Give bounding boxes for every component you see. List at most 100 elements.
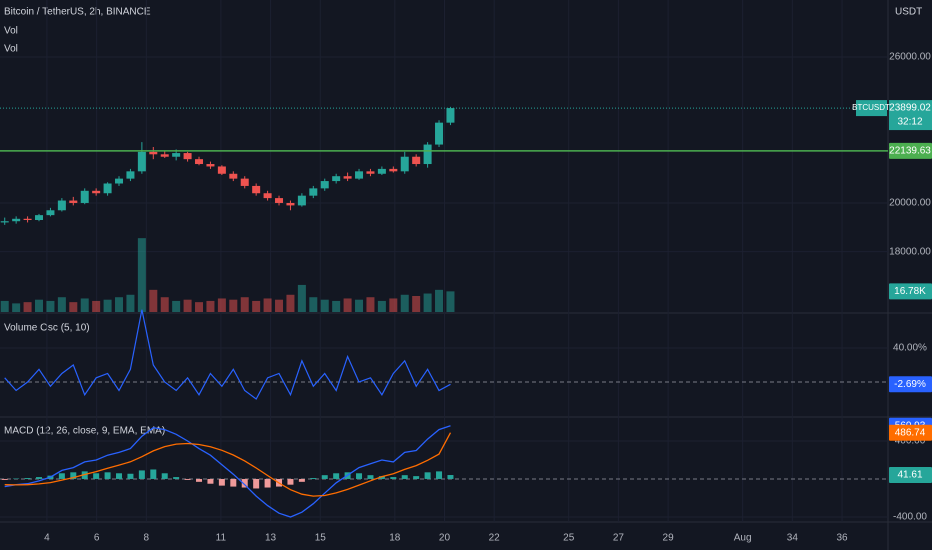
volume-bar	[35, 299, 44, 312]
histogram-bar	[173, 477, 180, 479]
candle-body	[240, 178, 249, 186]
pane-title: MACD (12, 26, close, 9, EMA, EMA)	[4, 426, 165, 437]
volume-bar	[355, 299, 364, 312]
countdown: 32:12	[897, 117, 922, 128]
candle-body	[23, 218, 32, 221]
histogram-bar	[310, 478, 317, 479]
candle-body	[92, 190, 101, 194]
volume-bar	[286, 294, 295, 312]
histogram-bar	[298, 478, 305, 482]
candle-body	[343, 176, 352, 179]
candle-body	[377, 168, 386, 174]
volume-bar	[275, 299, 284, 312]
x-tick-label: 34	[787, 533, 799, 544]
candle-body	[172, 153, 181, 157]
volume-bar	[400, 294, 409, 312]
histogram-bar	[36, 477, 43, 479]
volume-bar	[435, 289, 444, 312]
price-label: 22139.63	[889, 146, 931, 157]
volume-bar	[137, 238, 146, 312]
volume-bar	[332, 300, 341, 312]
volume-bar	[92, 300, 101, 312]
histogram-bar	[264, 478, 271, 488]
x-tick-label: 36	[836, 533, 848, 544]
price-label: 41.61	[897, 470, 922, 481]
histogram-bar	[196, 478, 203, 482]
histogram-bar	[321, 475, 328, 479]
volume-bar	[23, 302, 32, 312]
price-label-box	[889, 424, 932, 441]
volume-bar	[12, 303, 21, 312]
histogram-bar	[367, 475, 374, 479]
x-tick-label: 13	[265, 533, 277, 544]
candle-body	[309, 188, 318, 196]
candle-body	[217, 166, 226, 174]
candle-body	[412, 156, 421, 165]
candle-body	[366, 171, 375, 174]
histogram-bar	[413, 476, 420, 479]
candle-body	[103, 183, 112, 194]
histogram-bar	[161, 473, 168, 479]
y-tick-label: 20000.00	[889, 198, 931, 209]
volume-bar	[377, 300, 386, 312]
histogram-bar	[1, 478, 8, 480]
ticker-box	[856, 100, 887, 117]
x-tick-label: 11	[216, 533, 227, 544]
price-label: -2.69%	[894, 379, 926, 390]
x-tick-label: 29	[663, 533, 675, 544]
candle-body	[0, 221, 9, 223]
candle-body	[115, 178, 124, 184]
x-tick-label: 15	[315, 533, 327, 544]
histogram-bar	[184, 478, 191, 480]
volume-bar	[252, 300, 261, 312]
x-tick-label: 25	[563, 533, 575, 544]
histogram-bar	[230, 478, 237, 487]
x-tick-label: 22	[489, 533, 501, 544]
histogram-bar	[447, 475, 454, 479]
volume-bar	[80, 298, 89, 312]
candle-body	[263, 193, 272, 199]
candle-body	[252, 185, 261, 194]
volume-bar	[309, 297, 318, 312]
x-tick-label: 27	[613, 533, 625, 544]
volume-bar	[69, 302, 78, 312]
volume-bar	[46, 300, 55, 312]
histogram-bar	[24, 478, 31, 479]
x-tick-label: 18	[389, 533, 401, 544]
x-tick-label: 20	[439, 533, 451, 544]
histogram-bar	[287, 478, 294, 485]
candle-body	[160, 154, 169, 157]
histogram-bar	[81, 471, 88, 479]
histogram-bar	[241, 478, 248, 488]
histogram-bar	[93, 473, 100, 479]
symbol-title: Bitcoin / TetherUS, 2h, BINANCE	[4, 7, 151, 18]
y-tick-label: 40.00%	[893, 343, 927, 354]
candle-body	[126, 171, 135, 179]
x-tick-label: 6	[94, 533, 100, 544]
histogram-bar	[253, 478, 260, 489]
volume-bar	[446, 291, 455, 312]
x-tick-label: 4	[44, 533, 50, 544]
histogram-bar	[378, 476, 385, 479]
volume-bar	[263, 298, 272, 312]
y-tick-label: 400.00	[895, 436, 926, 447]
volume-bar	[229, 299, 238, 312]
candle-body	[35, 215, 44, 221]
signal-line	[4, 432, 452, 497]
candle-body	[183, 153, 192, 160]
currency-label: USDT	[895, 7, 922, 18]
histogram-bar	[424, 472, 431, 479]
candle-body	[423, 144, 432, 165]
volume-bar	[320, 299, 329, 312]
candle-body	[286, 202, 295, 206]
volume-bar	[343, 298, 352, 312]
histogram-bar	[116, 473, 123, 479]
histogram-bar	[207, 478, 214, 484]
candle-body	[46, 210, 55, 216]
candle-body	[80, 190, 89, 203]
volume-bar	[217, 298, 226, 312]
candle-body	[137, 151, 146, 172]
candle-body	[332, 176, 341, 182]
histogram-bar	[356, 473, 363, 479]
